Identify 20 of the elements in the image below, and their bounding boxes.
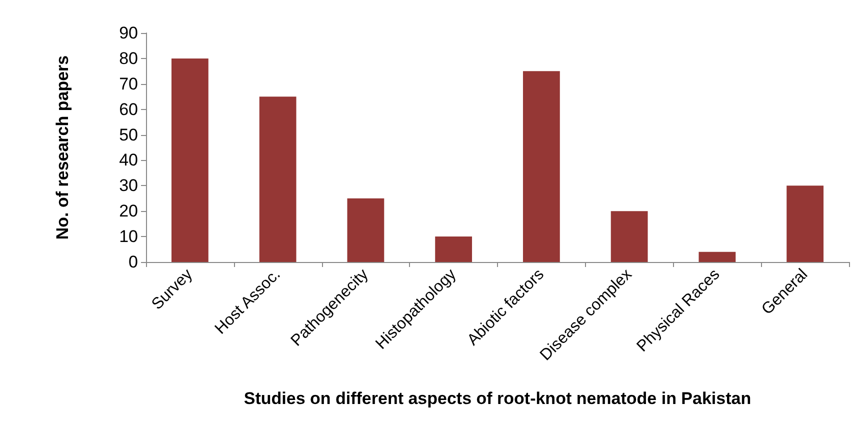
- y-tick-label: 80: [119, 48, 138, 68]
- bar: [698, 252, 736, 262]
- y-tick-label: 70: [119, 74, 138, 94]
- bar: [786, 186, 824, 262]
- y-tick-label: 60: [119, 100, 138, 119]
- y-tick-label: 30: [119, 176, 138, 196]
- y-axis-title: No. of research papers: [53, 55, 72, 240]
- y-tick-label: 90: [119, 24, 138, 42]
- bar: [435, 236, 472, 262]
- y-tick-label: 10: [119, 227, 138, 246]
- bar: [347, 198, 384, 262]
- y-tick-label: 50: [119, 125, 138, 144]
- x-axis-title: Studies on different aspects of root-knot nematode in Pakistan: [244, 389, 752, 408]
- y-tick-label: 20: [119, 202, 138, 221]
- bar: [171, 58, 208, 262]
- y-tick-label: 0: [128, 252, 138, 272]
- y-tick-label: 40: [119, 150, 138, 170]
- bar: [259, 96, 296, 262]
- bar: [610, 211, 648, 262]
- bar: [522, 71, 560, 262]
